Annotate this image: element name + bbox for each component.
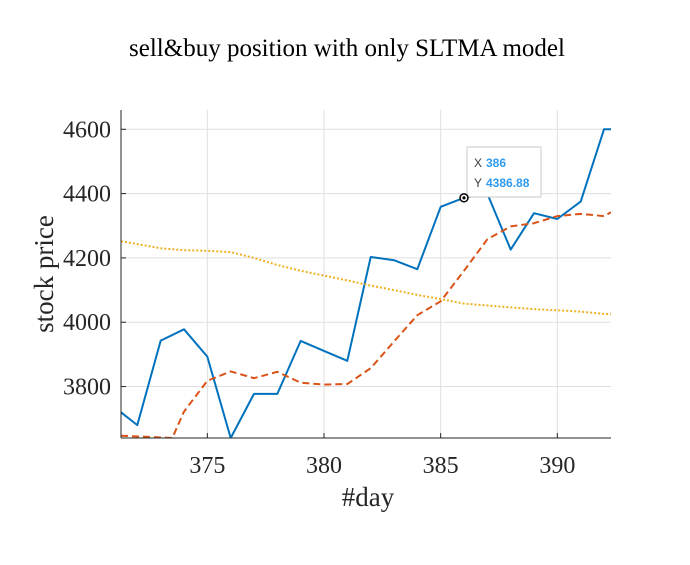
series-layer — [121, 128, 611, 438]
series-line-2 — [121, 211, 611, 438]
datatip-y-value: 4386.88 — [486, 176, 530, 190]
y-tick-label: 4200 — [63, 246, 111, 272]
x-tick-labels: 375 380 385 390 — [189, 453, 575, 479]
x-axis-label: #day — [342, 482, 395, 512]
y-tick-label: 4000 — [63, 310, 111, 336]
chart-title: sell&buy position with only SLTMA model — [129, 35, 565, 62]
grid — [121, 110, 611, 438]
series-line-1 — [121, 128, 611, 438]
y-tick-label: 4600 — [63, 117, 111, 143]
x-tick-label: 390 — [539, 453, 575, 479]
datatip-box — [466, 146, 542, 198]
x-tick-label: 385 — [423, 453, 459, 479]
y-tick-label: 3800 — [63, 375, 111, 401]
x-tick-label: 375 — [189, 453, 225, 479]
axes — [120, 110, 611, 439]
y-tick-labels: 3800 4000 4200 4400 4600 — [63, 117, 111, 400]
datatip-y-label: Y — [474, 176, 482, 190]
datatip-x-value: 386 — [486, 156, 506, 170]
y-tick-label: 4400 — [63, 182, 111, 208]
datatip-marker-dot — [462, 196, 466, 200]
x-tick-label: 380 — [306, 453, 342, 479]
datatip[interactable]: X 386 Y 4386.88 — [459, 146, 542, 203]
datatip-x-label: X — [474, 156, 482, 170]
y-axis-label: stock price — [29, 215, 59, 333]
